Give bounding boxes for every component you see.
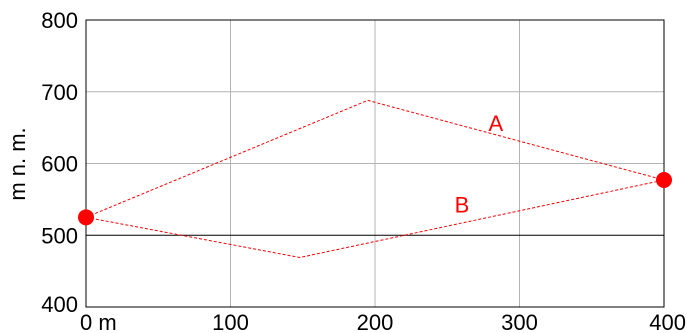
y-tick-label: 400 — [41, 292, 78, 317]
series-labels: AB — [455, 111, 504, 218]
x-tick-label: 200 — [357, 310, 394, 333]
y-tick-label: 500 — [41, 223, 78, 248]
plot-frame — [85, 19, 665, 308]
y-tick-label: 700 — [41, 80, 78, 105]
series-label-b: B — [455, 193, 470, 218]
y-tick-labels: 400 500 600 700 800 — [41, 8, 78, 317]
series-label-a: A — [489, 111, 504, 136]
x-tick-label: 100 — [212, 310, 249, 333]
y-axis-title: m n. m. — [5, 127, 30, 200]
y-tick-label: 800 — [41, 8, 78, 33]
series-line-a — [85, 99, 665, 218]
series-layer — [85, 99, 665, 259]
endpoint-markers — [78, 172, 672, 226]
x-tick-label: 400 — [649, 310, 686, 333]
start-point-marker — [78, 209, 94, 226]
x-tick-labels: 0 m 100 200 300 400 — [80, 310, 686, 333]
x-tick-label: 300 — [501, 310, 538, 333]
x-tick-label: 0 m — [80, 310, 117, 333]
y-tick-label: 600 — [41, 152, 78, 177]
grid-lines — [86, 20, 664, 307]
series-line-b — [85, 179, 665, 259]
end-point-marker — [656, 172, 672, 189]
